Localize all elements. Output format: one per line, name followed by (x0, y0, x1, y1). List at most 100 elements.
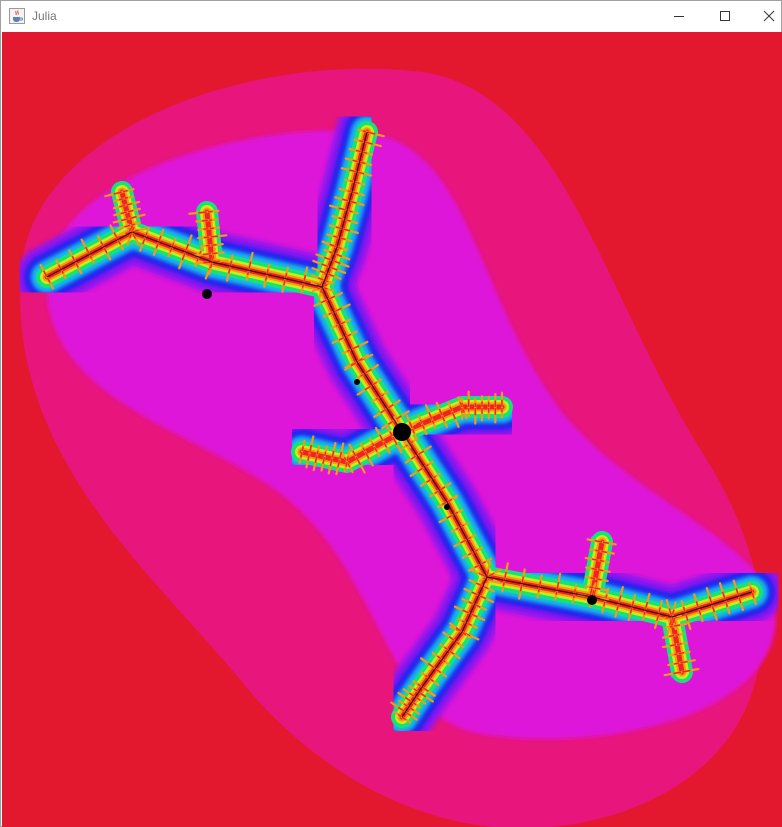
fractal-spike-core (750, 587, 753, 593)
fractal-canvas[interactable] (2, 32, 782, 827)
fractal-spike-core (356, 357, 363, 363)
fractal-spike-core (414, 696, 421, 701)
fractal-spike-core (155, 241, 160, 249)
fractal-spike-core (344, 218, 351, 222)
fractal-spike-core (331, 259, 341, 265)
fractal-spike-core (601, 541, 609, 544)
fractal-spike-core (695, 601, 700, 609)
fractal-spike-core (419, 419, 423, 424)
fractal-interior (444, 504, 450, 510)
fractal-spike-core (590, 577, 596, 580)
fractal-spike-core (324, 279, 329, 283)
fractal-spike-core (449, 406, 453, 412)
fractal-spike-core (392, 436, 398, 445)
title-bar[interactable]: Julia (1, 1, 781, 31)
fractal-spike-core (721, 591, 727, 601)
fractal-spike-core (424, 463, 429, 468)
fractal-spike-core (300, 451, 303, 458)
fractal-spike-core (331, 450, 335, 459)
fractal-spike-core (475, 582, 484, 587)
fractal-spike-core (486, 569, 490, 578)
fractal-spike-core (404, 696, 413, 703)
fractal-spike-core (441, 658, 446, 663)
fractal-spike-core (460, 538, 468, 544)
fractal-spike-core (184, 243, 190, 253)
fractal-spike-core (480, 561, 487, 566)
fractal-spike-core (345, 461, 348, 467)
minimize-button[interactable] (656, 1, 702, 31)
fractal-spike-core (229, 260, 233, 267)
fractal-spike-core (397, 706, 406, 713)
fractal-spike-core (616, 603, 620, 611)
fractal-spike-core (678, 651, 685, 655)
fractal-spike-core (592, 558, 599, 562)
fractal-spike-core (470, 613, 478, 618)
fractal-spike-core (594, 540, 603, 543)
fractal-spike-core (113, 232, 119, 240)
fractal-spike-core (462, 609, 471, 615)
fractal-spike-core (460, 524, 465, 528)
fractal-filament (46, 231, 323, 288)
fractal-spike-core (573, 589, 577, 594)
fractal-spike-core (461, 631, 467, 636)
fractal-spike-core (373, 446, 378, 452)
fractal-spike-core (471, 591, 479, 596)
fractal-spike-core (519, 583, 523, 592)
fractal-filament (486, 576, 753, 618)
fractal-spike-core (361, 151, 368, 154)
fractal-spike-core (556, 581, 560, 591)
fractal-spike-core (346, 209, 353, 213)
fractal-spike-core (684, 612, 689, 622)
fractal-spike-core (428, 677, 434, 682)
fractal-spike-core (364, 368, 372, 375)
fractal-spike-core (283, 278, 287, 286)
fractal-spike-core (455, 627, 463, 633)
fractal-spike-core (352, 159, 360, 163)
fractal-spike-core (345, 333, 352, 338)
fractal-spike-core (128, 216, 137, 220)
fractal-spike-core (322, 456, 326, 464)
fractal-spike-core (408, 421, 413, 429)
fractal-spike-core (379, 393, 384, 398)
fractal-spike-core (383, 441, 388, 448)
fractal-spike-core (120, 211, 128, 215)
fractal-spike-core (431, 475, 436, 480)
fractal-spike-core (411, 701, 417, 706)
fractal-spike-core (336, 246, 342, 250)
fractal-spike-core (735, 588, 740, 597)
fractal-spike-core (113, 191, 123, 195)
fractal-spike-core (448, 649, 455, 655)
fractal-spike-core (327, 295, 336, 301)
fractal-spike-core (319, 270, 328, 275)
fractal-spike-core (474, 603, 481, 608)
fractal-spike-core (657, 607, 661, 614)
fractal-spike-core (681, 669, 691, 673)
fractal-spike-core (321, 263, 330, 268)
close-button[interactable] (746, 1, 782, 31)
window-title: Julia (32, 9, 57, 23)
maximize-button[interactable] (702, 1, 748, 31)
fractal-spike-core (144, 232, 148, 238)
fractal-spike-core (410, 454, 418, 460)
fractal-spike-core (418, 691, 427, 698)
fractal-spike-core (228, 266, 232, 274)
fractal-spike-core (351, 191, 359, 195)
fractal-spike-core (668, 608, 673, 618)
fractal-spike-core (247, 261, 252, 271)
fractal-spike-core (58, 264, 62, 270)
fractal-spike-core (333, 307, 342, 313)
fractal-spike-core (342, 198, 350, 202)
fractal-spike-core (466, 536, 472, 541)
fractal-spike-core (446, 513, 454, 519)
fractal-spike-core (198, 211, 208, 214)
fractal-filament (321, 286, 403, 433)
fractal-spike-core (454, 640, 460, 645)
fractal-interior (393, 423, 411, 441)
fractal-spike-core (593, 587, 601, 590)
fractal-spike-core (708, 596, 713, 605)
fractal-spike-core (629, 606, 633, 614)
fractal-filament (321, 131, 368, 288)
fractal-spike-core (171, 242, 175, 248)
fractal-spike-core (448, 636, 456, 642)
fractal-filament (401, 431, 488, 578)
